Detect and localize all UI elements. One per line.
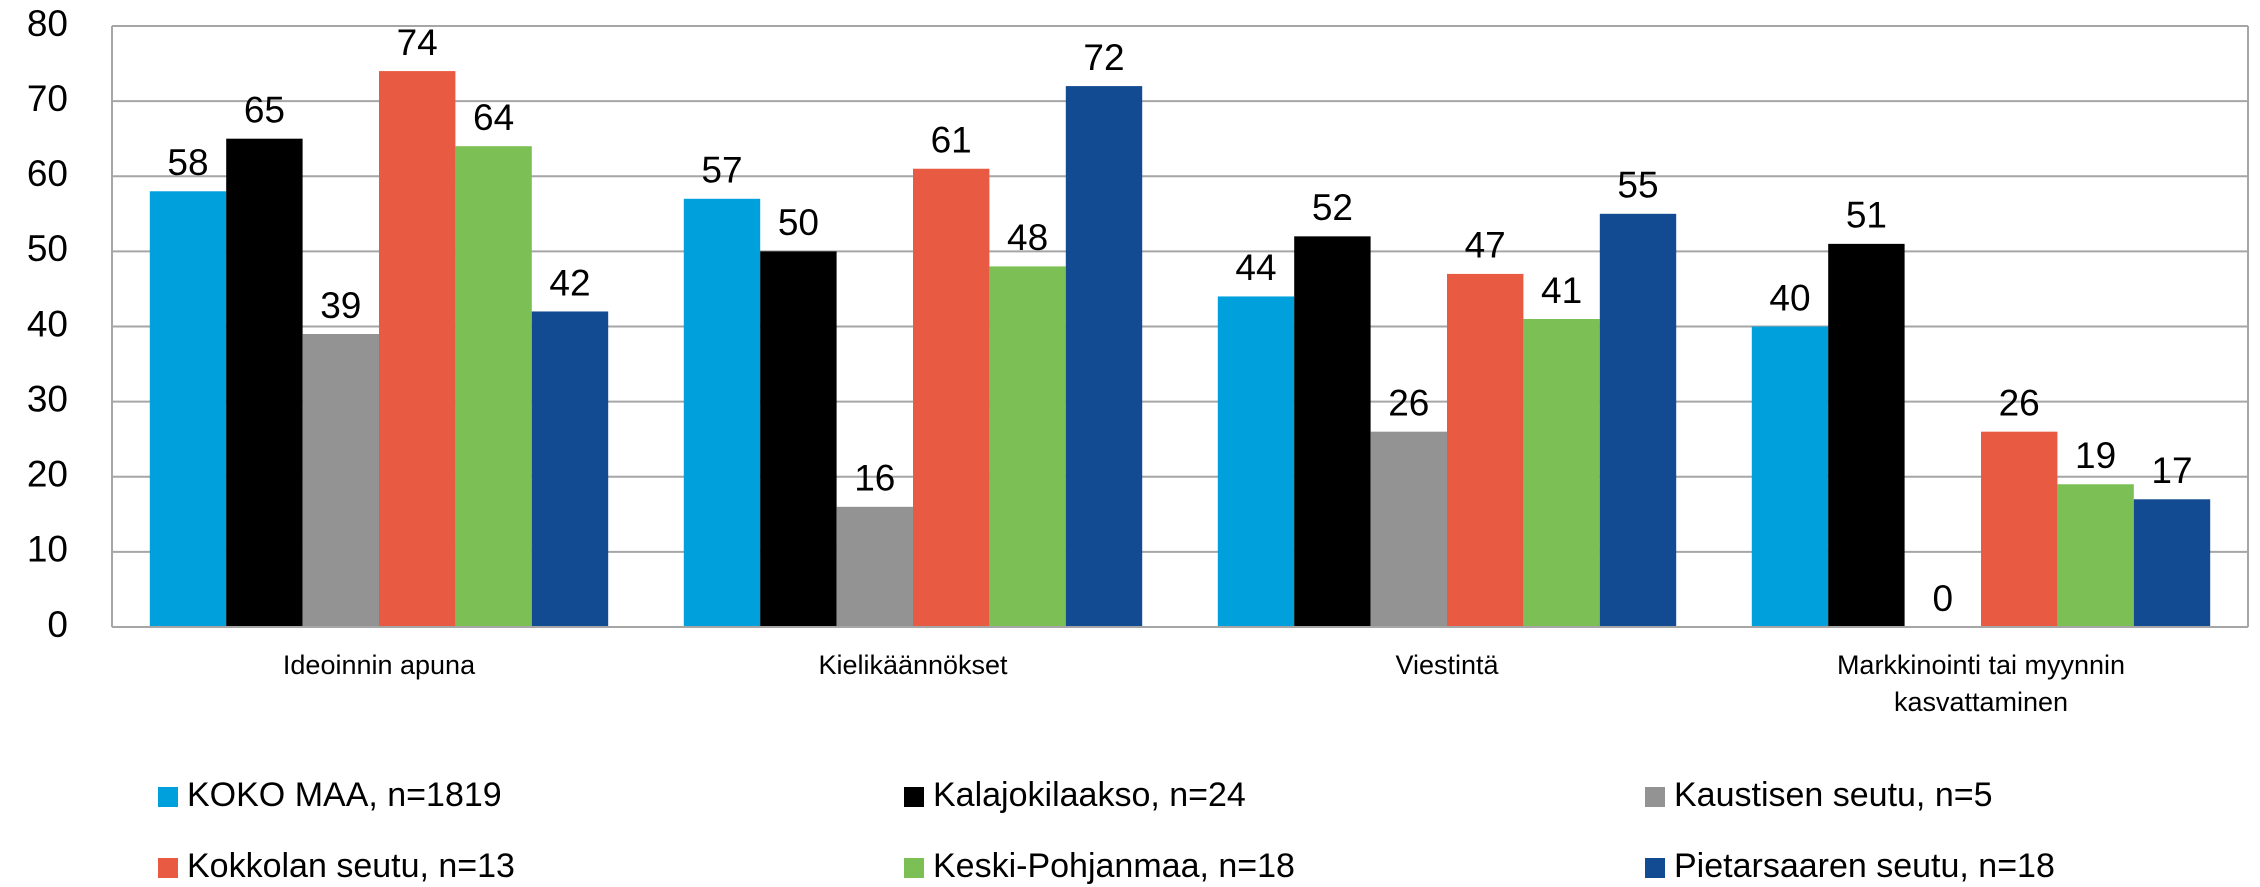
legend-swatch [1645, 787, 1665, 807]
data-label: 65 [244, 89, 285, 130]
data-label: 0 [1933, 578, 1954, 619]
bar [836, 506, 913, 627]
bar [1523, 318, 1600, 627]
legend-label: KOKO MAA, n=1819 [187, 776, 502, 814]
bar [1065, 86, 1143, 628]
y-tick-label: 10 [27, 529, 68, 570]
data-label: 52 [1312, 187, 1353, 228]
bar [2057, 484, 2134, 627]
data-label: 19 [2075, 435, 2116, 476]
bar [1751, 326, 1829, 627]
y-tick-label: 40 [27, 303, 68, 344]
bar [1370, 431, 1447, 627]
bar [149, 191, 227, 627]
data-label: 42 [549, 262, 590, 303]
legend-label: Kaustisen seutu, n=5 [1674, 776, 1993, 814]
bar [989, 266, 1066, 627]
y-tick-label: 20 [27, 454, 68, 495]
bar [1599, 213, 1677, 627]
bar [379, 71, 456, 627]
x-tick-label: Kielikäännökset [818, 650, 1008, 680]
y-tick-label: 30 [27, 378, 68, 419]
y-tick-label: 60 [27, 153, 68, 194]
legend-swatch [158, 858, 178, 878]
y-tick-label: 80 [27, 3, 68, 44]
bar [1294, 236, 1371, 627]
legend-swatch [904, 787, 924, 807]
data-label: 41 [1541, 270, 1582, 311]
x-tick-label: Markkinointi tai myynnin kasvattaminen [1836, 650, 2126, 717]
data-label: 55 [1617, 165, 1658, 206]
bar [2133, 499, 2211, 627]
data-label: 48 [1007, 217, 1048, 258]
y-tick-label: 50 [27, 228, 68, 269]
bar [1217, 296, 1295, 627]
data-label: 61 [931, 120, 972, 161]
data-label: 72 [1083, 37, 1124, 78]
legend-label: Kokkolan seutu, n=13 [187, 847, 515, 885]
data-label: 74 [397, 22, 438, 63]
legend-swatch [1645, 858, 1665, 878]
bar [1828, 243, 1905, 628]
bar [226, 138, 303, 627]
x-tick-label: Viestintä [1395, 650, 1499, 680]
data-label: 26 [1999, 382, 2040, 423]
legend-swatch [904, 858, 924, 878]
data-label: 17 [2151, 450, 2192, 491]
bar [683, 198, 761, 627]
bar [531, 311, 609, 627]
data-label: 51 [1846, 195, 1887, 236]
y-tick-label: 0 [47, 604, 68, 645]
bar [1981, 431, 2058, 627]
x-tick-label: Ideoinnin apuna [282, 650, 476, 680]
legend-label: Keski-Pohjanmaa, n=18 [933, 847, 1295, 885]
data-label: 58 [167, 142, 208, 183]
data-label: 57 [701, 150, 742, 191]
data-label: 16 [854, 458, 895, 499]
data-label: 50 [778, 202, 819, 243]
bar [302, 334, 379, 627]
data-label: 44 [1235, 247, 1276, 288]
data-label: 47 [1465, 225, 1506, 266]
data-label: 40 [1769, 277, 1810, 318]
bar [913, 168, 990, 628]
bar [1447, 273, 1524, 627]
y-tick-label: 70 [27, 78, 68, 119]
bar [455, 146, 532, 627]
bar [760, 251, 837, 627]
data-label: 26 [1388, 382, 1429, 423]
data-label: 64 [473, 97, 514, 138]
legend-swatch [158, 787, 178, 807]
data-label: 39 [320, 285, 361, 326]
legend-label: Kalajokilaakso, n=24 [933, 776, 1246, 814]
legend-label: Pietarsaaren seutu, n=18 [1674, 847, 2055, 885]
